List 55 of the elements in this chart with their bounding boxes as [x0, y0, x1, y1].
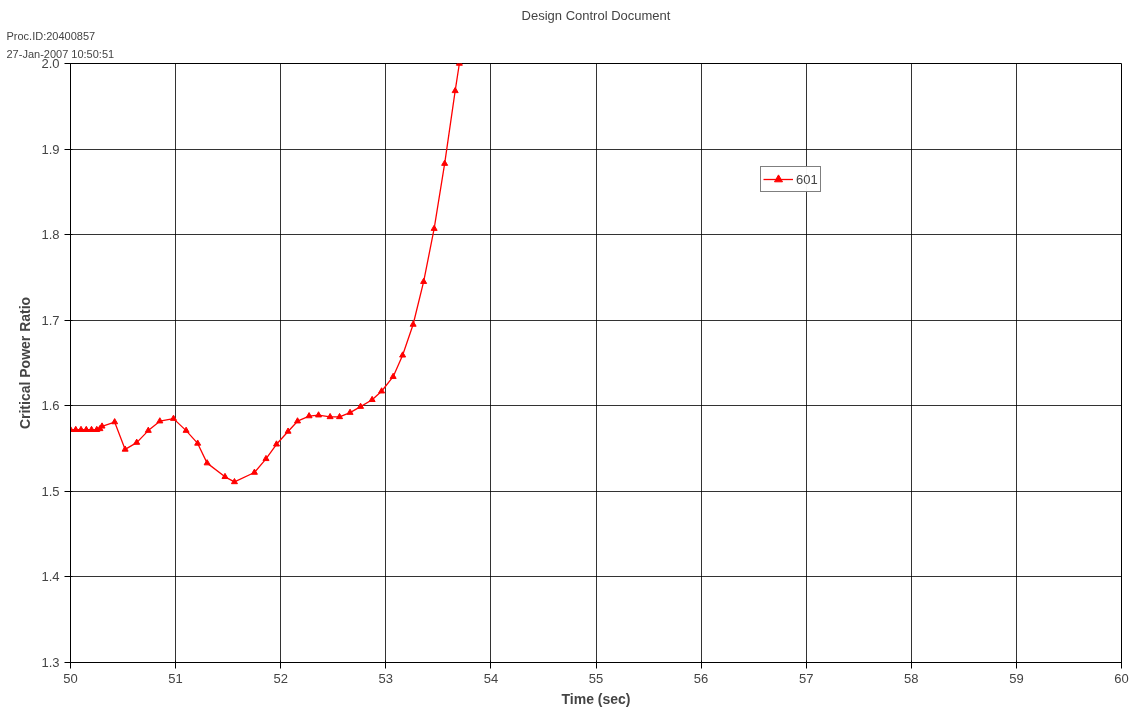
x-axis-title: Time (sec)	[561, 690, 631, 707]
point	[221, 472, 229, 480]
point	[156, 417, 164, 424]
point	[326, 412, 334, 420]
x-tick-label: 50	[63, 670, 78, 686]
point	[273, 440, 280, 447]
y-axis-title: Critical Power Ratio	[17, 296, 34, 430]
point	[294, 417, 302, 424]
x-tick-label: 55	[588, 670, 604, 686]
y-tick-label: 1.6	[41, 398, 60, 414]
point	[284, 427, 292, 434]
y-tick-label: 1.5	[41, 483, 60, 499]
point	[441, 159, 449, 166]
y-tick-label: 1.9	[41, 141, 60, 157]
x-tick-label: 59	[1009, 670, 1024, 686]
x-tick-label: 52	[273, 670, 288, 686]
point	[121, 445, 129, 452]
point	[305, 412, 313, 419]
x-tick-label: 54	[483, 670, 499, 686]
point	[409, 320, 417, 327]
point	[399, 351, 407, 358]
point	[111, 418, 119, 425]
point	[262, 454, 270, 462]
point	[378, 387, 386, 394]
legend-label: 601	[796, 171, 818, 187]
y-tick-label: 1.4	[41, 569, 60, 585]
x-tick-label: 60	[1114, 670, 1129, 686]
point	[230, 477, 238, 485]
point	[336, 412, 344, 420]
x-tick-label: 56	[693, 670, 709, 686]
y-tick-label: 1.8	[41, 227, 60, 243]
point	[315, 411, 323, 418]
point	[250, 468, 258, 475]
point	[182, 426, 190, 433]
x-tick-label: 57	[798, 670, 814, 686]
x-tick-label: 51	[168, 670, 183, 686]
point	[144, 426, 152, 433]
point	[451, 86, 459, 94]
y-tick-label: 1.7	[41, 312, 60, 328]
point	[430, 224, 438, 231]
point	[170, 414, 177, 421]
point	[389, 372, 397, 379]
point	[420, 277, 428, 284]
chart-title: Design Control Document	[521, 7, 671, 23]
x-tick-label: 53	[378, 670, 394, 686]
point	[357, 402, 365, 409]
x-tick-label: 58	[904, 670, 919, 686]
point	[133, 438, 141, 445]
point	[194, 439, 202, 446]
y-tick-label: 1.3	[41, 655, 60, 670]
point	[368, 395, 376, 403]
text: Proc.ID:20400857	[6, 29, 96, 42]
point	[346, 408, 354, 415]
point	[77, 425, 85, 432]
point	[203, 459, 211, 466]
